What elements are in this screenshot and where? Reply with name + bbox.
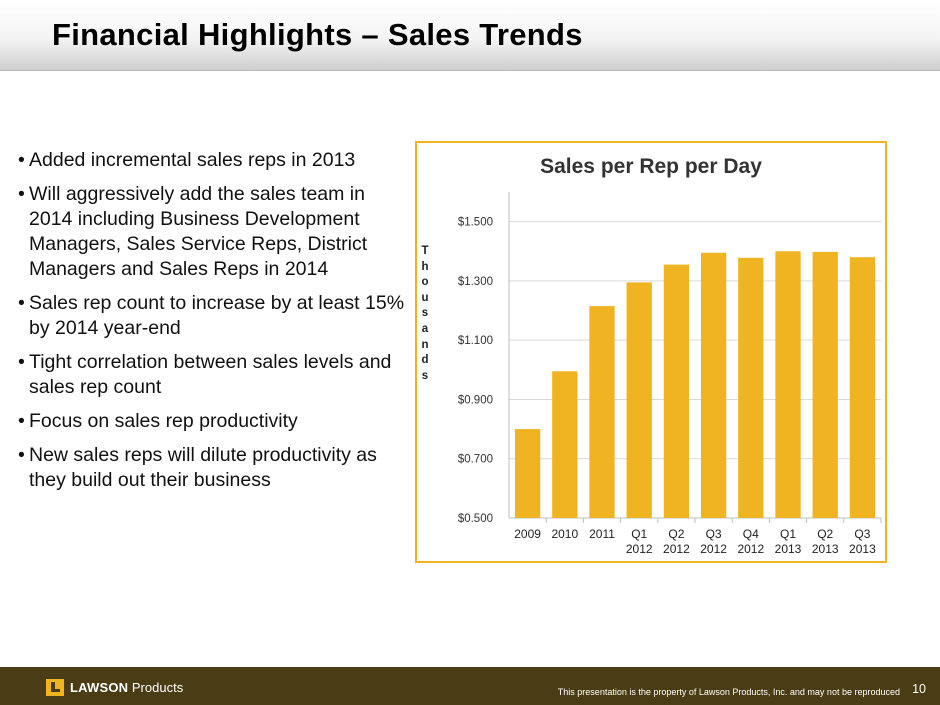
x-tick-label: 2012	[700, 542, 727, 556]
y-tick-label: $1.300	[458, 276, 493, 288]
slide-title: Financial Highlights – Sales Trends	[52, 17, 583, 52]
x-tick-label: 2010	[551, 527, 578, 541]
x-tick-label: 2012	[626, 542, 653, 556]
y-tick-label: $1.500	[458, 217, 493, 229]
y-tick-label: $1.100	[458, 335, 493, 347]
bullet-item: • New sales reps will dilute productivity…	[18, 443, 408, 493]
x-tick-label: 2011	[589, 527, 615, 541]
x-tick-label: 2013	[849, 542, 876, 556]
bullet-text: Sales rep count to increase by at least …	[29, 292, 405, 339]
y-axis-unit-letter: h	[421, 260, 429, 273]
x-tick-label: 2012	[737, 542, 764, 556]
bullet-icon: •	[18, 351, 25, 373]
brand-name-rest: Products	[131, 680, 184, 695]
y-axis-unit-letter: n	[421, 338, 429, 351]
bar	[663, 264, 690, 518]
y-tick-label: $0.700	[458, 454, 493, 466]
bar	[849, 257, 876, 518]
slide-header: Financial Highlights – Sales Trends	[0, 0, 940, 71]
bar-chart: $0.500 $0.700 $0.900 $1.100 $1.300 $1.500 2009…	[458, 192, 882, 556]
bullet-icon: •	[18, 292, 25, 314]
brand-name: LAWSON Products	[70, 680, 183, 695]
bar	[775, 251, 801, 518]
bullet-item: • Sales rep count to increase by at least…	[18, 291, 408, 341]
bullet-text: New sales reps will dilute productivity …	[29, 444, 377, 491]
bullet-icon: •	[18, 149, 25, 171]
bar	[700, 252, 727, 518]
bar	[514, 429, 541, 518]
bullet-item: • Will aggressively add the sales team in…	[18, 182, 408, 282]
bar	[738, 257, 764, 518]
bullet-icon: •	[18, 183, 25, 205]
x-tick-label: 2009	[514, 527, 541, 541]
x-tick-label: Q2	[668, 527, 684, 541]
y-axis-unit-letter: T	[421, 245, 429, 257]
bar	[552, 371, 578, 518]
lawson-logo-icon	[46, 679, 64, 696]
bullet-icon: •	[18, 444, 25, 466]
copyright-notice: This presentation is the property of Law…	[557, 687, 900, 697]
bullet-text: Focus on sales rep productivity	[29, 410, 298, 432]
bar	[626, 282, 652, 518]
bullet-text: Tight correlation between sales levels a…	[29, 351, 392, 398]
x-tick-label: Q4	[743, 527, 759, 541]
x-tick-label: Q3	[706, 527, 722, 541]
bullet-text: Added incremental sales reps in 2013	[29, 149, 356, 171]
page-number: 10	[912, 682, 926, 696]
bar	[589, 306, 615, 518]
y-axis-unit-letter: s	[421, 369, 429, 382]
x-tick-label: 2012	[663, 542, 690, 556]
x-tick-label: 2013	[775, 542, 802, 556]
brand-name-bold: LAWSON	[70, 680, 129, 695]
y-tick-label: $0.900	[458, 394, 493, 406]
x-tick-label: Q3	[854, 527, 870, 541]
x-tick-label: 2013	[812, 542, 839, 556]
bullet-text: Will aggressively add the sales team in …	[29, 183, 368, 280]
y-axis-unit-letter: u	[421, 291, 429, 304]
y-axis-unit-letter: o	[421, 276, 429, 289]
x-tick-label: Q2	[817, 527, 833, 541]
x-tick-label: Q1	[780, 527, 796, 541]
y-axis-unit-letter: d	[421, 354, 429, 367]
y-axis-unit-letter: a	[421, 322, 429, 335]
chart-title: Sales per Rep per Day	[540, 155, 762, 178]
y-tick-label: $0.500	[458, 513, 493, 525]
bullet-icon: •	[18, 410, 25, 432]
bullet-list: • Added incremental sales reps in 2013 • Wi…	[18, 148, 408, 502]
y-axis-unit-letter: s	[421, 307, 429, 320]
footer-bar: LAWSON Products This presentation is the…	[0, 667, 940, 705]
bullet-item: • Focus on sales rep productivity	[18, 409, 408, 434]
x-tick-label: Q1	[631, 527, 647, 541]
bullet-item: • Added incremental sales reps in 2013	[18, 148, 408, 173]
bar	[812, 251, 838, 518]
bullet-item: • Tight correlation between sales levels …	[18, 350, 408, 400]
